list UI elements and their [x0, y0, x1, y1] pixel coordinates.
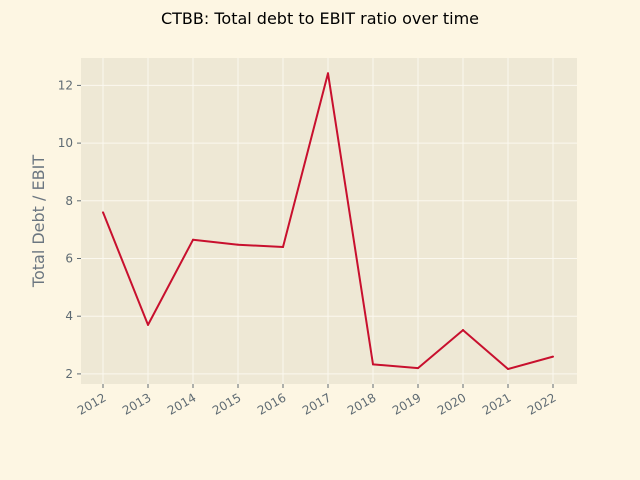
- y-tick-label: 4: [65, 309, 73, 323]
- grid: [81, 58, 577, 384]
- y-axis-ticks: 2 4 6 8 10 12: [58, 78, 81, 381]
- data-point: [372, 363, 374, 366]
- data-point: [102, 211, 104, 214]
- data-point: [462, 329, 464, 332]
- data-point: [507, 367, 509, 370]
- y-tick-label: 6: [65, 252, 73, 266]
- series-layer: [102, 72, 554, 370]
- chart-title: CTBB: Total debt to EBIT ratio over time: [161, 9, 479, 28]
- data-point: [237, 243, 239, 246]
- data-point: [417, 367, 419, 370]
- data-point: [327, 72, 329, 75]
- y-tick-label: 2: [65, 367, 73, 381]
- data-point: [147, 323, 149, 326]
- data-point: [552, 355, 554, 358]
- y-axis-label: Total Debt / EBIT: [29, 155, 48, 288]
- y-tick-label: 8: [65, 194, 73, 208]
- plot-area: [81, 58, 577, 384]
- y-tick-label: 10: [58, 136, 73, 150]
- data-point: [282, 245, 284, 248]
- y-tick-label: 12: [58, 78, 73, 92]
- data-point: [192, 238, 194, 241]
